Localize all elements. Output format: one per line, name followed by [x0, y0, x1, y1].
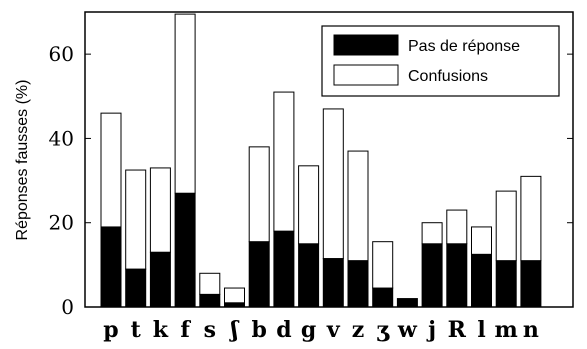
bar-no-response-15	[471, 253, 492, 308]
x-tick-label: j	[426, 317, 436, 343]
y-tick-label: 40	[49, 126, 74, 150]
bar-confusions-17	[520, 175, 542, 262]
x-tick-label: ʒ	[376, 317, 390, 343]
x-tick-label: g	[301, 317, 316, 343]
legend-label-confusions: Confusions	[408, 68, 488, 85]
x-tick-label: t	[131, 317, 142, 343]
bar-no-response-0	[100, 226, 122, 308]
legend-swatch-no-response	[333, 34, 399, 56]
bar-confusions-15	[471, 226, 492, 255]
x-tick-label: v	[326, 317, 341, 343]
x-tick-label: k	[153, 317, 169, 343]
bar-no-response-2	[149, 251, 171, 308]
bar-confusions-0	[100, 112, 122, 228]
x-tick-label: R	[448, 317, 467, 343]
bar-no-response-1	[125, 268, 147, 308]
bar-confusions-2	[149, 167, 171, 253]
bar-no-response-3	[174, 192, 196, 308]
bar-no-response-7	[273, 230, 295, 308]
bar-no-response-11	[372, 287, 394, 308]
y-axis-ticks: 0 20 40 60	[49, 42, 573, 319]
x-tick-label: l	[477, 317, 485, 343]
bar-confusions-1	[125, 169, 147, 270]
y-tick-label: 0	[61, 295, 74, 319]
bar-confusions-9	[322, 108, 344, 260]
bar-confusions-4	[199, 272, 221, 295]
legend-label-no-response: Pas de réponse	[408, 38, 520, 55]
bar-confusions-16	[495, 190, 517, 262]
x-tick-label: n	[523, 317, 539, 343]
bars-layer	[100, 13, 542, 308]
bar-no-response-12	[396, 298, 418, 308]
bar-no-response-8	[298, 243, 320, 308]
x-tick-label: ʃ	[229, 317, 240, 343]
bar-no-response-4	[199, 293, 221, 308]
bar-confusions-8	[298, 165, 320, 245]
bar-no-response-13	[421, 243, 443, 308]
legend-swatch-confusions	[333, 64, 399, 86]
bar-confusions-14	[446, 209, 468, 245]
x-tick-label: s	[204, 317, 216, 343]
bar-confusions-13	[421, 222, 443, 245]
x-tick-label: m	[495, 317, 518, 343]
legend: Pas de réponse Confusions	[321, 25, 560, 97]
bar-confusions-5	[224, 287, 245, 304]
bar-confusions-3	[174, 13, 196, 194]
bar-no-response-16	[495, 260, 517, 308]
y-tick-label: 20	[49, 211, 74, 235]
bar-confusions-7	[273, 91, 295, 232]
y-tick-label: 60	[49, 42, 74, 66]
bar-no-response-14	[446, 243, 468, 308]
bar-no-response-17	[520, 260, 542, 308]
y-axis-title: Réponses fausses (%)	[14, 80, 31, 241]
x-tick-label: w	[397, 317, 418, 343]
x-tick-label: b	[252, 317, 267, 343]
bar-no-response-10	[347, 260, 369, 308]
x-tick-label: d	[276, 317, 291, 343]
x-tick-label: z	[352, 317, 365, 343]
bar-no-response-5	[224, 302, 245, 308]
bar-confusions-6	[248, 146, 270, 243]
x-tick-label: p	[103, 317, 118, 343]
bar-no-response-9	[322, 258, 344, 308]
x-tick-label: f	[180, 317, 191, 343]
bar-confusions-10	[347, 150, 369, 262]
bar-no-response-6	[248, 241, 270, 308]
bar-confusions-11	[372, 241, 394, 289]
